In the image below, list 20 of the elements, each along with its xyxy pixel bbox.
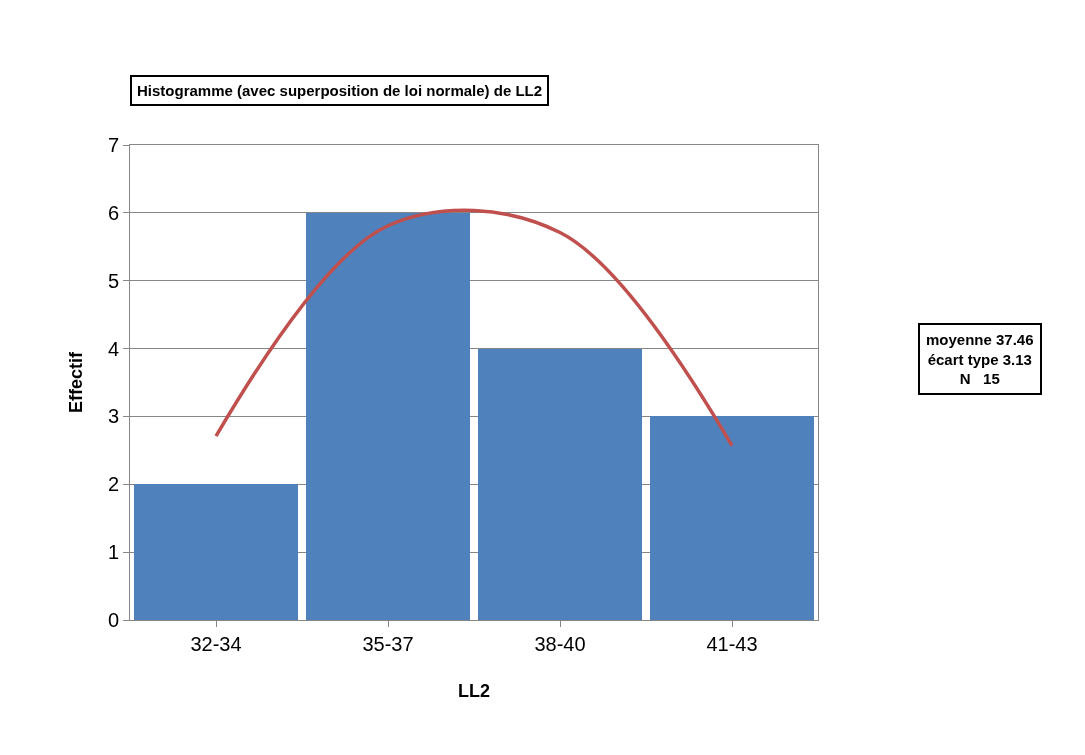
y-tick-label: 1: [107, 541, 119, 564]
y-tick-label: 4: [107, 337, 119, 360]
x-tick-label: 35-37: [362, 633, 414, 655]
bar: [478, 349, 642, 620]
bar: [134, 484, 298, 620]
x-axis-title: LL2: [457, 681, 491, 702]
x-tick-label: 41-43: [706, 633, 758, 655]
y-tick-label: 5: [107, 269, 119, 292]
y-tick-label: 3: [107, 405, 119, 428]
x-tick-label: 38-40: [534, 633, 586, 655]
bar: [650, 416, 814, 620]
y-tick-label: 7: [107, 134, 119, 156]
y-tick-label: 6: [107, 201, 119, 224]
y-axis-title: Effectif: [66, 351, 87, 414]
y-tick-label: 0: [107, 609, 119, 631]
chart-title: Histogramme (avec superposition de loi normale) de LL2: [137, 82, 543, 99]
y-tick-label: 2: [107, 473, 119, 496]
bar: [306, 213, 470, 620]
text: moyenne 37.46 écart type 3.13 N 15: [926, 331, 1034, 387]
x-tick-label: 32-34: [190, 633, 242, 655]
